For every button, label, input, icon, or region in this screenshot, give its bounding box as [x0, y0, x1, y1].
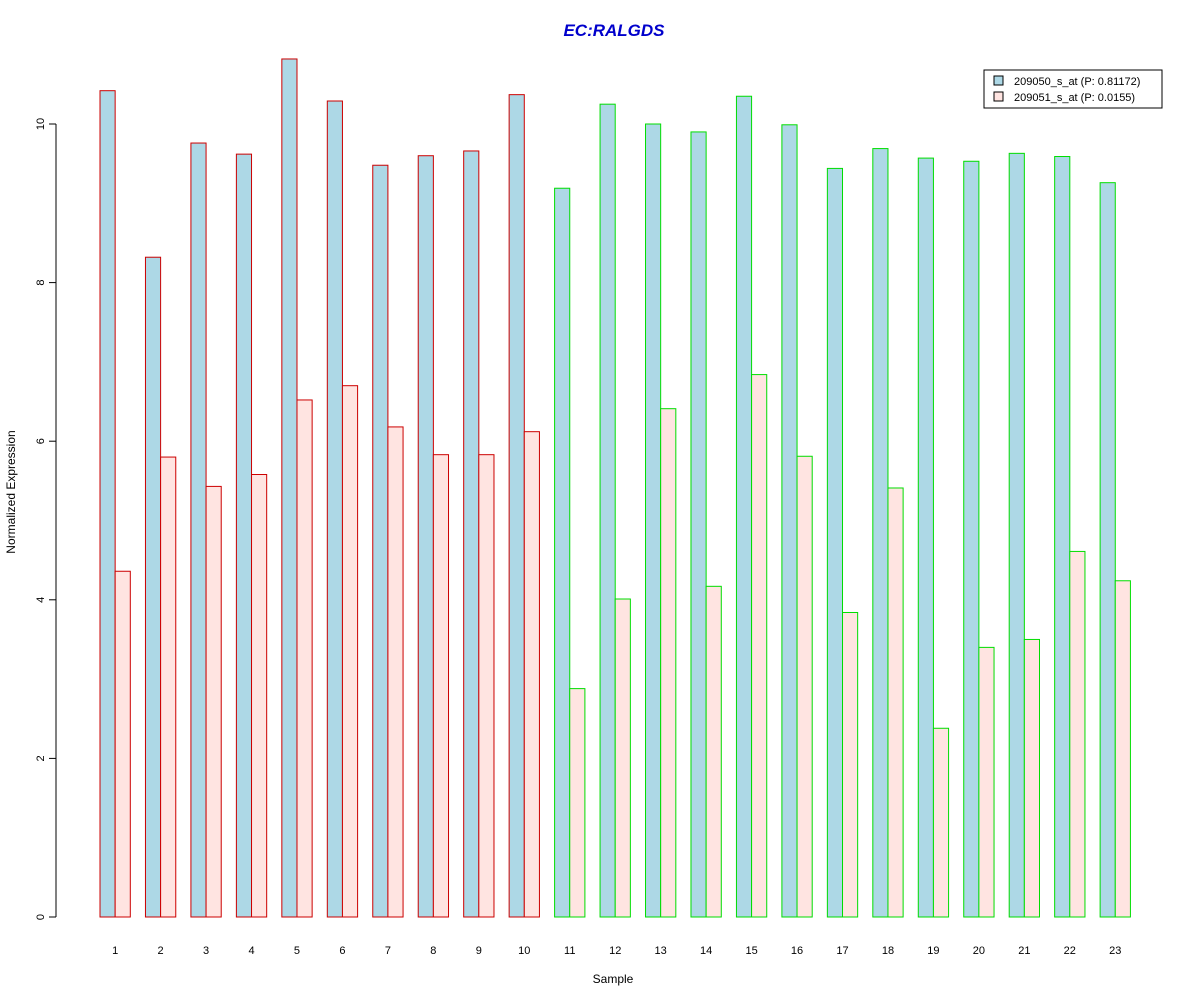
x-tick-label: 4 — [248, 945, 254, 957]
y-axis: 0 2 4 6 8 10 — [35, 118, 57, 920]
bar-series-2 — [296, 399, 313, 918]
x-tick-label: 21 — [1018, 945, 1030, 957]
bar-series-1 — [1054, 156, 1071, 918]
x-tick-label: 11 — [564, 945, 575, 957]
x-tick-label: 13 — [655, 945, 667, 957]
bar-series-2 — [1069, 550, 1086, 918]
bar-series-1 — [872, 148, 889, 918]
bar-series-1 — [963, 160, 980, 918]
bar-series-1 — [1099, 182, 1116, 918]
x-tick-label: 17 — [836, 945, 848, 957]
x-tick-label: 20 — [973, 945, 985, 957]
y-tick-label: 6 — [35, 438, 47, 444]
bar-series-2 — [660, 408, 677, 918]
bars — [99, 58, 1131, 918]
bar-series-1 — [281, 58, 298, 918]
bar-series-1 — [190, 142, 207, 918]
bar-series-2 — [251, 474, 268, 918]
y-axis-title: Normalized Expression — [4, 430, 18, 553]
x-tick-label: 2 — [158, 945, 164, 957]
bar-series-2 — [1114, 580, 1131, 918]
bar-series-1 — [1008, 152, 1025, 918]
bar-series-2 — [160, 456, 177, 918]
x-axis-labels: 1 2 3 4 5 6 7 8 9 10 11 12 13 14 15 16 17 18 19 20 21 22 23 — [112, 945, 1121, 957]
bar-series-2 — [796, 455, 813, 918]
bar-series-2 — [842, 611, 859, 918]
bar-series-1 — [326, 100, 343, 918]
legend: 209050_s_at (P: 0.81172) 209051_s_at (P:… — [983, 69, 1163, 109]
bar-series-1 — [144, 256, 162, 918]
bar-series-1 — [599, 103, 616, 918]
x-tick-label: 14 — [700, 945, 712, 957]
bar-series-1 — [235, 153, 253, 918]
y-tick-label: 8 — [35, 280, 47, 286]
x-tick-label: 5 — [294, 945, 300, 957]
x-tick-label: 12 — [609, 945, 621, 957]
bar-series-2 — [1023, 638, 1040, 918]
bar-series-2 — [478, 454, 495, 918]
bar-series-1 — [735, 95, 753, 918]
y-tick-label: 0 — [35, 914, 47, 920]
x-tick-label: 1 — [112, 945, 118, 957]
x-tick-label: 3 — [203, 945, 209, 957]
y-tick-label: 2 — [35, 755, 47, 761]
bar-series-2 — [932, 727, 950, 918]
bar-series-1 — [690, 131, 707, 918]
legend-swatch-series-2 — [993, 91, 1004, 102]
x-tick-label: 6 — [339, 945, 345, 957]
x-tick-label: 9 — [476, 945, 482, 957]
bar-series-1 — [645, 123, 662, 918]
legend-swatch-series-1 — [993, 75, 1004, 86]
bar-series-2 — [978, 646, 995, 918]
x-tick-label: 15 — [745, 945, 757, 957]
bar-series-2 — [705, 585, 722, 918]
bar-series-2 — [751, 374, 768, 918]
x-tick-label: 23 — [1109, 945, 1121, 957]
legend-label-series-1: 209050_s_at (P: 0.81172) — [1014, 76, 1140, 88]
bar-series-2 — [205, 485, 222, 918]
bar-series-1 — [463, 150, 480, 918]
bar-series-1 — [826, 167, 844, 918]
bar-series-2 — [887, 487, 904, 918]
bar-series-2 — [341, 385, 359, 918]
bar-series-1 — [417, 155, 434, 918]
x-tick-label: 19 — [927, 945, 939, 957]
bar-series-1 — [917, 157, 934, 918]
y-tick-label: 4 — [35, 597, 47, 603]
bar-series-1 — [99, 90, 116, 918]
x-tick-label: 22 — [1064, 945, 1076, 957]
x-axis-title: Sample — [593, 972, 634, 986]
x-tick-label: 18 — [882, 945, 894, 957]
bar-series-2 — [114, 570, 131, 918]
x-tick-label: 10 — [518, 945, 530, 957]
bar-series-2 — [569, 688, 586, 918]
x-tick-label: 8 — [430, 945, 436, 957]
x-tick-label: 7 — [385, 945, 391, 957]
chart-title: EC:RALGDS — [563, 21, 665, 40]
bar-series-2 — [387, 426, 404, 918]
legend-box — [983, 69, 1163, 109]
bar-series-1 — [554, 187, 571, 918]
x-tick-label: 16 — [791, 945, 803, 957]
bar-series-1 — [508, 94, 525, 918]
y-tick-label: 10 — [35, 118, 47, 130]
bar-series-2 — [432, 454, 450, 918]
bar-series-1 — [781, 124, 798, 918]
bar-series-1 — [372, 164, 389, 918]
bar-series-2 — [523, 431, 540, 918]
bar-series-2 — [614, 598, 631, 918]
legend-label-series-2: 209051_s_at (P: 0.0155) — [1014, 92, 1135, 104]
